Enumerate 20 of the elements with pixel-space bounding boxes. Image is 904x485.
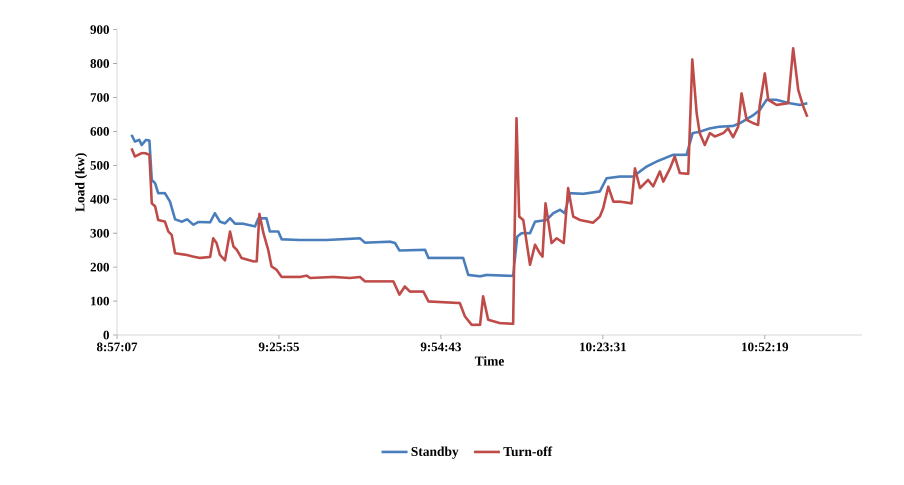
x-tick-label: 8:57:07 <box>96 342 138 352</box>
x-axis-title: Time <box>474 356 504 366</box>
x-tick-label: 10:52:19 <box>742 342 788 352</box>
y-tick-label: 600 <box>90 127 109 136</box>
y-tick-label: 300 <box>90 228 109 238</box>
x-tick-label: 9:54:43 <box>420 342 461 352</box>
x-tick-label: 9:25:55 <box>258 342 299 352</box>
y-axis-title: Load (kw) <box>75 153 88 212</box>
legend-label: Standby <box>412 446 459 459</box>
y-tick-label: 900 <box>90 25 109 34</box>
y-tick-label: 200 <box>90 262 109 272</box>
legend-label: Turn-off <box>503 446 552 456</box>
x-tick-label: 10:23:31 <box>580 342 626 352</box>
y-tick-label: 500 <box>90 160 109 170</box>
y-tick-label: 0 <box>104 330 109 340</box>
y-tick-label: 800 <box>90 59 109 68</box>
y-tick-label: 400 <box>90 194 109 204</box>
line-series <box>130 46 809 326</box>
y-tick-label: 100 <box>91 296 109 306</box>
y-tick-label: 700 <box>90 93 109 102</box>
